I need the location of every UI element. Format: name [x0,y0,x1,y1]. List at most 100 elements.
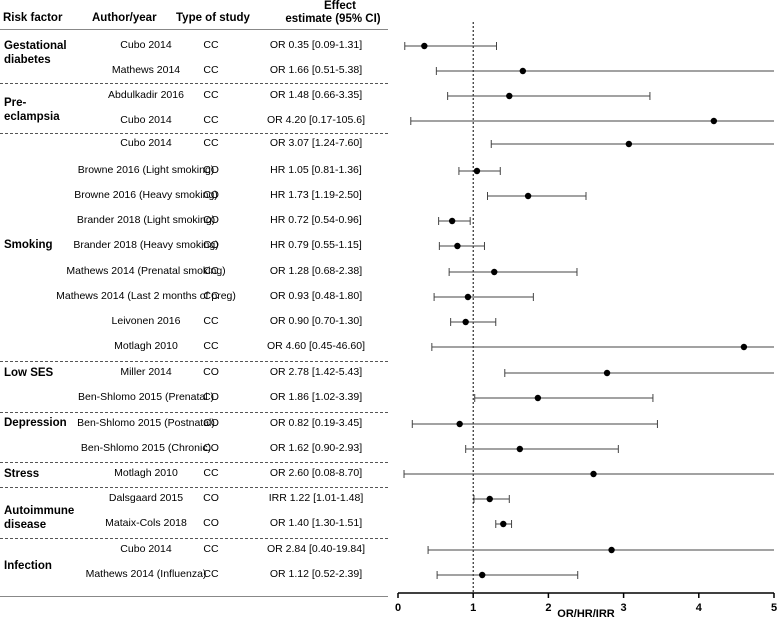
header-type-of-study: Type of study [176,12,250,24]
estimate-point [506,92,513,100]
study-estimate: OR 1.40 [1.30-1.51] [269,517,363,529]
group-label: Depression [4,417,67,429]
study-type: CO [203,214,219,226]
study-author: Ben-Shlomo 2015 (Postnatal) [77,417,215,429]
study-estimate: OR 0.35 [0.09-1.31] [269,39,363,51]
x-tick-label: 5 [771,602,777,614]
group-label: Pre-eclampsia [4,97,60,123]
estimate-point [464,293,472,301]
x-tick-label: 0 [395,602,401,614]
study-author: Brander 2018 (Heavy smoking) [73,239,219,251]
study-estimate: OR 1.48 [0.66-3.35] [269,89,363,101]
x-tick-label: 2 [545,602,551,614]
estimate-point [524,192,532,200]
study-type: CO [203,164,219,176]
study-type: CO [203,442,219,454]
study-type: CC [203,467,219,479]
group-label: Autoimmune disease [4,505,75,531]
group-label: Infection [4,560,52,572]
x-axis-label: OR/HR/IRR [557,608,615,620]
x-tick-label: 3 [621,602,627,614]
study-type: CC [203,290,219,302]
study-author: Browne 2016 (Heavy smoking) [74,189,218,201]
study-author: Abdulkadir 2016 [108,89,184,101]
study-estimate: OR 1.66 [0.51-5.38] [269,64,363,76]
row-separator [0,462,388,463]
study-author: Cubo 2014 [120,137,172,149]
study-estimate: OR 3.07 [1.24-7.60] [269,137,363,149]
study-estimate: OR 4.20 [0.17-105.6] [266,114,366,126]
estimate-point [500,520,507,528]
study-type: CC [203,137,219,149]
row-separator [0,133,388,134]
study-type: CC [203,568,219,580]
study-estimate: OR 0.82 [0.19-3.45] [269,417,363,429]
study-type: CO [203,517,219,529]
estimate-point [710,117,718,125]
study-estimate: OR 1.12 [0.52-2.39] [269,568,363,580]
study-author: Cubo 2014 [120,114,172,126]
study-estimate: OR 0.93 [0.48-1.80] [269,290,363,302]
study-estimate: HR 1.05 [0.81-1.36] [270,164,362,176]
study-author: Browne 2016 (Light smoking) [77,164,215,176]
study-author: Mataix-Cols 2018 [105,517,187,529]
group-label: Stress [4,468,40,480]
estimate-point [519,67,527,75]
study-estimate: OR 1.28 [0.68-2.38] [269,265,363,277]
study-type: CO [203,417,219,429]
estimate-point [454,242,461,250]
study-type: CC [203,315,219,327]
study-type: CC [203,114,219,126]
study-author: Dalsgaard 2015 [108,492,184,504]
header-effect-line2: estimate (95% CI) [285,13,381,25]
study-type: CO [203,239,219,251]
group-label: Smoking [4,239,53,251]
header-underline [0,29,388,30]
study-estimate: OR 1.62 [0.90-2.93] [269,442,363,454]
study-estimate: OR 0.90 [0.70-1.30] [269,315,363,327]
table-bottom-line [0,596,388,597]
study-estimate: OR 1.86 [1.02-3.39] [269,391,363,403]
study-author: Mathews 2014 [111,64,181,76]
estimate-point [479,571,486,579]
study-estimate: IRR 1.22 [1.01-1.48] [268,492,364,504]
row-separator [0,487,388,488]
study-estimate: OR 2.60 [0.08-8.70] [269,467,363,479]
study-author: Brander 2018 (Light smoking) [76,214,216,226]
study-estimate: HR 1.73 [1.19-2.50] [270,189,362,201]
x-tick-label: 4 [696,602,703,614]
row-separator [0,361,388,362]
study-type: CO [203,189,219,201]
estimate-point [491,268,498,276]
study-type: CO [203,391,219,403]
study-type: CC [203,89,219,101]
study-author: Cubo 2014 [120,39,172,51]
estimate-point [473,167,481,175]
study-type: CC [203,340,219,352]
header-risk-factor: Risk factor [3,12,63,24]
header-effect-line1: Effect [324,0,356,12]
study-author: Ben-Shlomo 2015 (Chronic) [80,442,212,454]
estimate-point [608,546,615,554]
study-type: CC [203,265,219,277]
study-author: Motlagh 2010 [114,340,178,352]
study-type: CC [203,39,219,51]
estimate-point [603,369,611,377]
estimate-point [448,217,456,225]
study-author: Mathews 2014 (Prenatal smoking) [66,265,226,277]
row-separator [0,412,388,413]
study-author: Cubo 2014 [120,543,172,555]
study-author: Miller 2014 [120,366,172,378]
study-estimate: OR 2.78 [1.42-5.43] [269,366,363,378]
x-tick-label: 1 [470,602,476,614]
estimate-point [421,42,428,50]
study-estimate: HR 0.72 [0.54-0.96] [270,214,362,226]
estimate-point [740,343,748,351]
study-type: CC [203,64,219,76]
header-author-year: Author/year [92,12,157,24]
estimate-point [486,495,493,503]
row-separator [0,538,388,539]
study-type: CO [203,366,219,378]
row-separator [0,83,388,84]
